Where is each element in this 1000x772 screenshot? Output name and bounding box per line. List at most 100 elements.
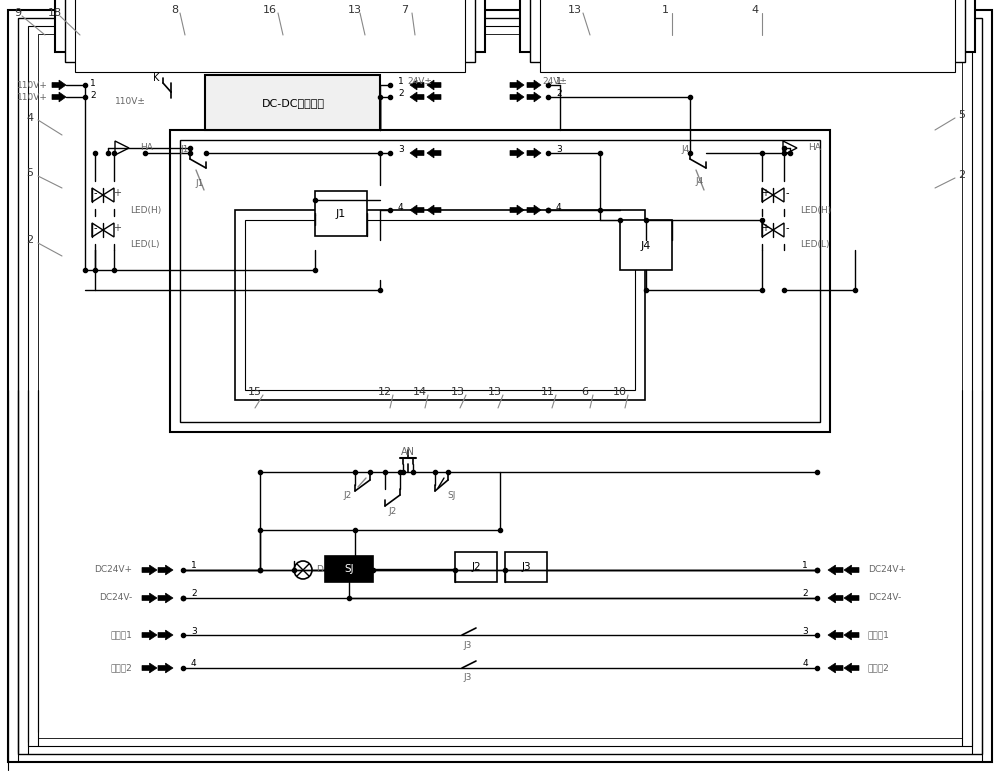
Text: -: - — [93, 188, 97, 198]
Text: 11: 11 — [541, 387, 555, 397]
Text: 24V±: 24V± — [543, 77, 567, 86]
Text: DC-DC模块电源: DC-DC模块电源 — [262, 98, 324, 108]
Text: K: K — [153, 73, 159, 83]
Text: 2: 2 — [802, 590, 808, 598]
Polygon shape — [158, 565, 173, 575]
Text: DC24V+: DC24V+ — [868, 566, 906, 574]
Text: LED(L): LED(L) — [130, 239, 160, 249]
Polygon shape — [828, 630, 843, 640]
Text: 2: 2 — [958, 170, 966, 180]
Text: J4: J4 — [641, 241, 651, 251]
Polygon shape — [510, 92, 524, 102]
Polygon shape — [828, 663, 843, 673]
Text: 2: 2 — [90, 90, 96, 100]
Text: 2: 2 — [398, 90, 404, 99]
Text: 13: 13 — [568, 5, 582, 15]
Text: J1: J1 — [336, 209, 346, 219]
Text: -: - — [93, 223, 97, 233]
Text: 16: 16 — [263, 5, 277, 15]
Polygon shape — [427, 205, 441, 215]
Polygon shape — [142, 663, 157, 673]
Text: 4: 4 — [191, 659, 197, 669]
Text: HA: HA — [808, 144, 821, 153]
Bar — [65, 0, 475, 62]
Polygon shape — [510, 205, 524, 215]
Text: 13: 13 — [488, 387, 502, 397]
Text: J3: J3 — [464, 641, 472, 649]
Polygon shape — [510, 80, 524, 90]
Text: LED(H): LED(H) — [130, 205, 161, 215]
Polygon shape — [427, 92, 441, 102]
Text: 24V±: 24V± — [408, 77, 432, 86]
Text: 1: 1 — [191, 561, 197, 571]
Text: J4: J4 — [696, 178, 704, 187]
Text: 3: 3 — [191, 627, 197, 635]
Text: 3: 3 — [398, 145, 404, 154]
Polygon shape — [52, 80, 66, 90]
Text: 6: 6 — [582, 387, 588, 397]
Text: 信号祱1: 信号祱1 — [110, 631, 132, 639]
Polygon shape — [158, 663, 173, 673]
Text: J4: J4 — [682, 144, 690, 154]
Polygon shape — [828, 593, 843, 603]
Text: 13: 13 — [451, 387, 465, 397]
Bar — [180, 140, 820, 422]
Text: J2: J2 — [389, 507, 397, 516]
Text: 12: 12 — [378, 387, 392, 397]
Text: LED(L): LED(L) — [800, 239, 830, 249]
Text: 1: 1 — [90, 79, 96, 87]
Bar — [530, 0, 965, 62]
Text: 7: 7 — [401, 5, 409, 15]
Text: 4: 4 — [802, 659, 808, 669]
Text: J2: J2 — [471, 562, 481, 572]
Text: J3: J3 — [521, 562, 531, 572]
Polygon shape — [410, 80, 424, 90]
Text: +: + — [113, 223, 121, 233]
Text: 15: 15 — [248, 387, 262, 397]
Text: 1: 1 — [662, 5, 668, 15]
Polygon shape — [844, 630, 859, 640]
Polygon shape — [427, 148, 441, 158]
Text: DC24V-: DC24V- — [99, 594, 132, 602]
Text: LED(H): LED(H) — [800, 205, 831, 215]
Text: SJ: SJ — [344, 564, 354, 574]
Polygon shape — [527, 80, 541, 90]
Polygon shape — [142, 630, 157, 640]
Bar — [235, 210, 645, 400]
Polygon shape — [142, 565, 157, 575]
Text: 信号祱2: 信号祱2 — [868, 663, 890, 672]
Text: 信号祱2: 信号祱2 — [110, 663, 132, 672]
Text: 2: 2 — [191, 590, 197, 598]
Polygon shape — [142, 593, 157, 603]
Text: J2: J2 — [344, 490, 352, 499]
Text: 110V±: 110V± — [115, 97, 146, 107]
Text: SJ: SJ — [448, 490, 456, 499]
Bar — [315, 191, 367, 236]
Polygon shape — [828, 565, 843, 575]
Polygon shape — [527, 205, 541, 215]
Bar — [325, 556, 373, 582]
Text: +: + — [761, 223, 769, 233]
Text: J3: J3 — [464, 673, 472, 682]
Polygon shape — [527, 92, 541, 102]
Text: 110V+: 110V+ — [17, 93, 48, 101]
Polygon shape — [844, 565, 859, 575]
Text: 18: 18 — [48, 8, 62, 18]
Text: +: + — [113, 188, 121, 198]
Text: 5: 5 — [958, 110, 966, 120]
Text: 1: 1 — [556, 77, 562, 86]
Text: 1: 1 — [802, 561, 808, 571]
Polygon shape — [158, 630, 173, 640]
Polygon shape — [158, 593, 173, 603]
Text: 1: 1 — [398, 77, 404, 86]
Text: AN: AN — [401, 447, 415, 457]
Bar — [620, 220, 672, 270]
Polygon shape — [410, 92, 424, 102]
Text: 8: 8 — [171, 5, 179, 15]
Polygon shape — [410, 148, 424, 158]
Bar — [245, 220, 635, 390]
Bar — [505, 552, 547, 582]
Bar — [455, 552, 497, 582]
Bar — [540, 0, 955, 72]
Bar — [520, 0, 975, 52]
